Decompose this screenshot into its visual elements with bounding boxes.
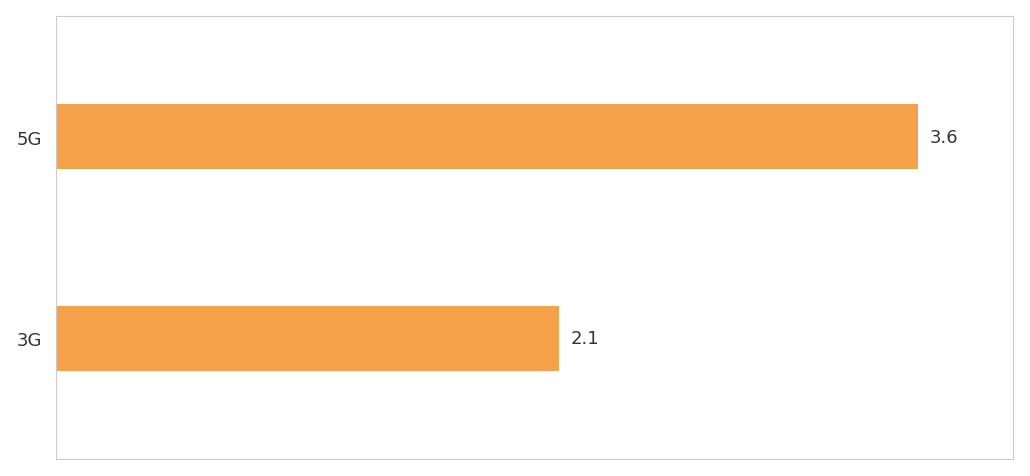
Bar bbox=[56, 105, 918, 169]
Bar bbox=[56, 307, 558, 371]
Text: 2.1: 2.1 bbox=[571, 330, 599, 347]
Text: 3.6: 3.6 bbox=[929, 129, 958, 146]
